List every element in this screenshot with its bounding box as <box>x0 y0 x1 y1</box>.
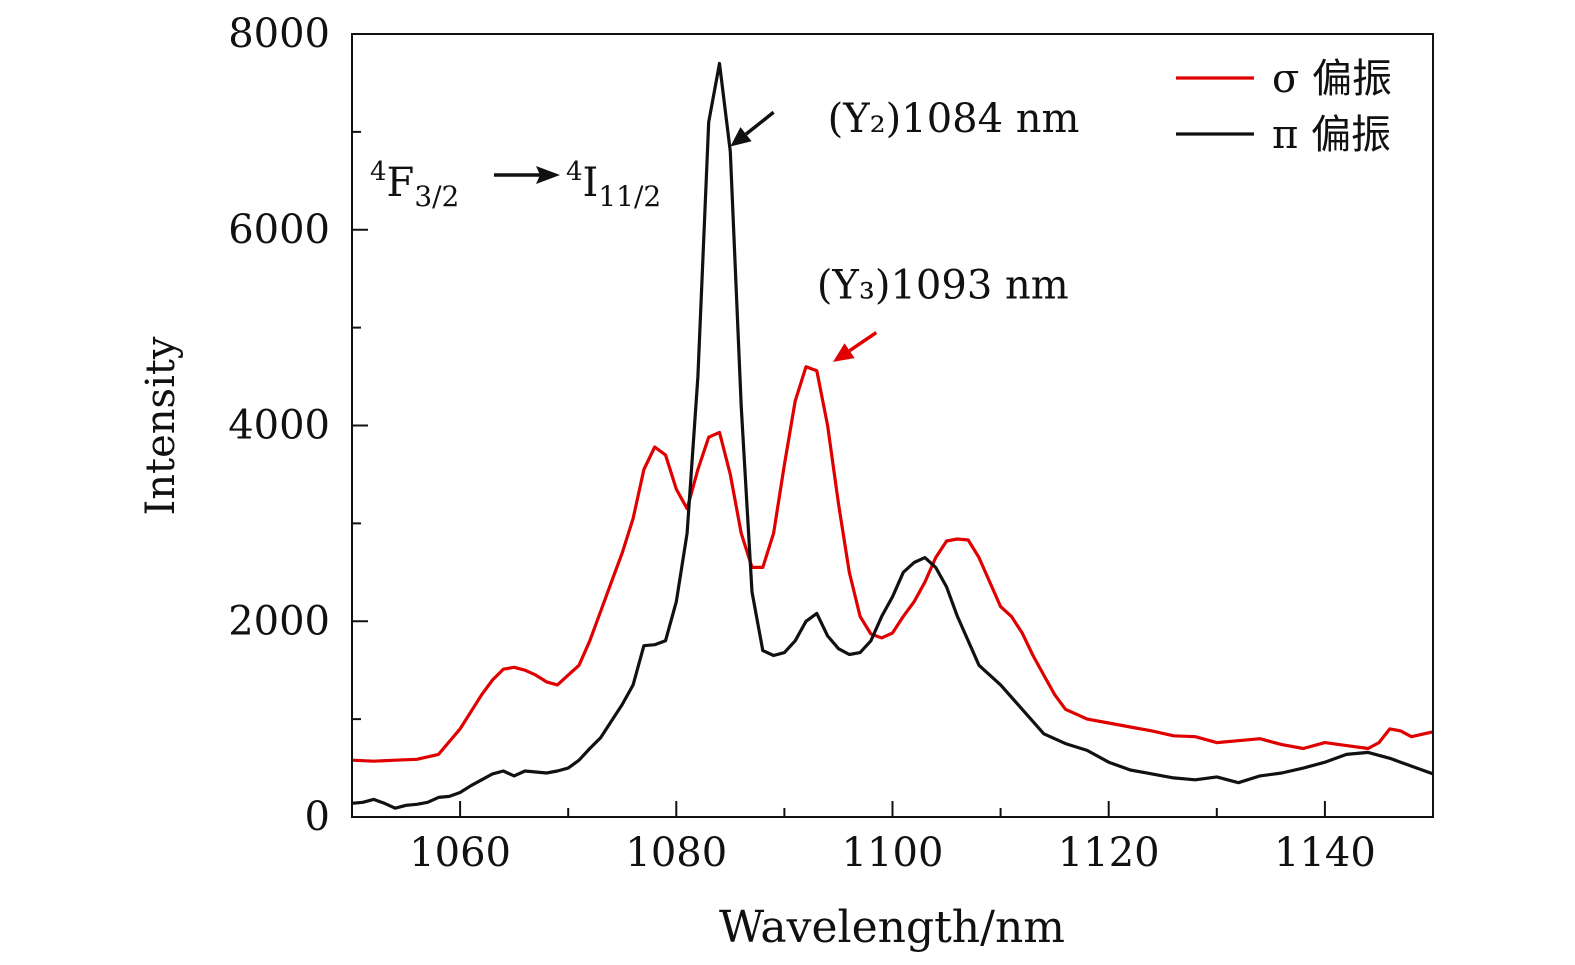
tick-labels: 1060 1080 1100 1120 1140 0 2000 4000 6000 8000 <box>228 11 1376 876</box>
y-axis-label: Intensity <box>138 336 184 515</box>
y-tick-label: 2000 <box>228 598 330 644</box>
annotation-arrow-1 <box>848 331 878 353</box>
annotation-arrowhead-0 <box>730 127 752 147</box>
series-line-1 <box>351 61 1434 810</box>
annotation-arrow-0 <box>744 110 775 136</box>
transition-to: 4I11/2 <box>566 157 661 213</box>
transition-arrowhead <box>536 166 560 184</box>
x-tick-label: 1100 <box>842 830 944 876</box>
y-tick-label: 8000 <box>228 11 330 57</box>
x-tick-label: 1140 <box>1274 830 1376 876</box>
x-axis-label: Wavelength/nm <box>719 902 1065 953</box>
annotation-label-1: (Y₃)1093 nm <box>817 262 1069 308</box>
transition-from: 4F3/2 <box>370 157 459 213</box>
x-tick-label: 1080 <box>625 830 727 876</box>
series-layer <box>351 61 1434 810</box>
annotations: (Y₂)1084 nm (Y₃)1093 nm <box>730 96 1079 362</box>
y-tick-label: 0 <box>305 794 330 840</box>
transition-label: 4F3/2 4I11/2 <box>370 157 661 213</box>
legend-label-0: σ 偏振 <box>1272 56 1392 102</box>
x-tick-label: 1060 <box>409 830 511 876</box>
annotation-label-0: (Y₂)1084 nm <box>828 96 1080 142</box>
y-tick-label: 4000 <box>228 403 330 449</box>
y-tick-label: 6000 <box>228 207 330 253</box>
ticks-layer <box>352 33 1326 818</box>
plot-frame <box>351 33 1434 818</box>
annotation-arrowhead-1 <box>833 343 855 362</box>
series-line-0 <box>351 365 1434 763</box>
legend-label-1: π 偏振 <box>1272 112 1391 158</box>
legend: σ 偏振 π 偏振 <box>1176 56 1392 158</box>
x-tick-label: 1120 <box>1058 830 1160 876</box>
